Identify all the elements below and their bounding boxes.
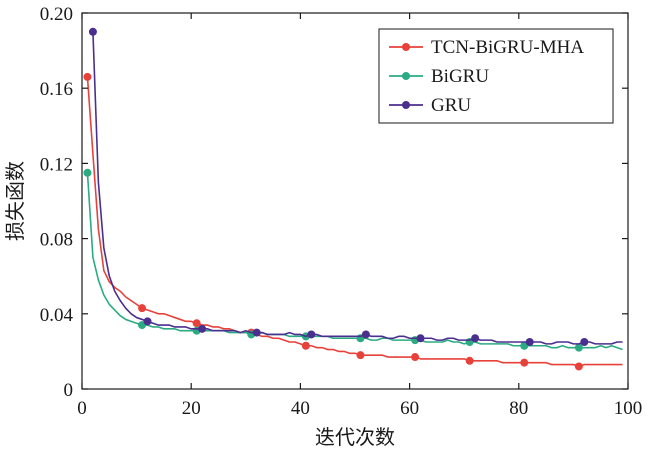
legend-marker xyxy=(402,101,410,109)
data-point xyxy=(88,27,97,36)
x-axis-title: 迭代次数 xyxy=(315,425,395,449)
series-tcn-bigru-mha xyxy=(83,72,623,371)
data-point xyxy=(471,334,480,343)
axis-layer: 0 20 40 60 80 100 0 0.04 0.08 0.12 0.16 0.20 xyxy=(40,4,643,419)
x-tick-label: 40 xyxy=(291,398,310,419)
series-layer xyxy=(83,27,623,371)
data-point xyxy=(520,358,529,367)
series-gru xyxy=(88,27,623,346)
x-tick-label: 0 xyxy=(77,398,87,419)
y-tick-label: 0.04 xyxy=(40,305,74,326)
x-tick-label: 60 xyxy=(400,398,419,419)
data-point xyxy=(411,353,420,362)
legend-label: TCN-BiGRU-MHA xyxy=(431,37,584,58)
data-point xyxy=(138,304,147,313)
x-tick-label: 20 xyxy=(182,398,201,419)
y-axis-title: 损失函数 xyxy=(3,161,27,241)
data-point xyxy=(356,351,365,360)
data-point xyxy=(252,328,261,337)
y-tick-label: 0.20 xyxy=(40,4,73,25)
data-point xyxy=(465,356,474,365)
legend-marker xyxy=(402,43,410,51)
data-point xyxy=(574,362,583,371)
data-point xyxy=(83,168,92,177)
data-point xyxy=(83,72,92,81)
series-line xyxy=(92,31,623,345)
legend-marker xyxy=(402,72,410,80)
series-line xyxy=(86,76,623,368)
y-tick-label: 0.08 xyxy=(40,230,73,251)
x-tick-label: 100 xyxy=(614,398,643,419)
data-point xyxy=(580,338,589,346)
data-point xyxy=(416,334,425,343)
series-line xyxy=(86,172,623,351)
data-point xyxy=(574,343,583,352)
data-point xyxy=(361,330,370,339)
y-tick-label: 0 xyxy=(64,380,74,401)
data-point xyxy=(143,317,152,326)
x-tick-label: 80 xyxy=(509,398,528,419)
legend-label: GRU xyxy=(431,95,471,116)
y-tick-label: 0.12 xyxy=(40,154,73,175)
data-point xyxy=(301,341,310,350)
legend-label: BiGRU xyxy=(431,66,489,87)
data-point xyxy=(192,319,201,328)
data-point xyxy=(198,324,207,333)
y-tick-label: 0.16 xyxy=(40,79,73,100)
plot-area-frame xyxy=(81,12,629,390)
legend: TCN-BiGRU-MHA BiGRU GRU xyxy=(378,28,614,124)
data-point xyxy=(525,338,534,346)
data-point xyxy=(307,330,316,339)
